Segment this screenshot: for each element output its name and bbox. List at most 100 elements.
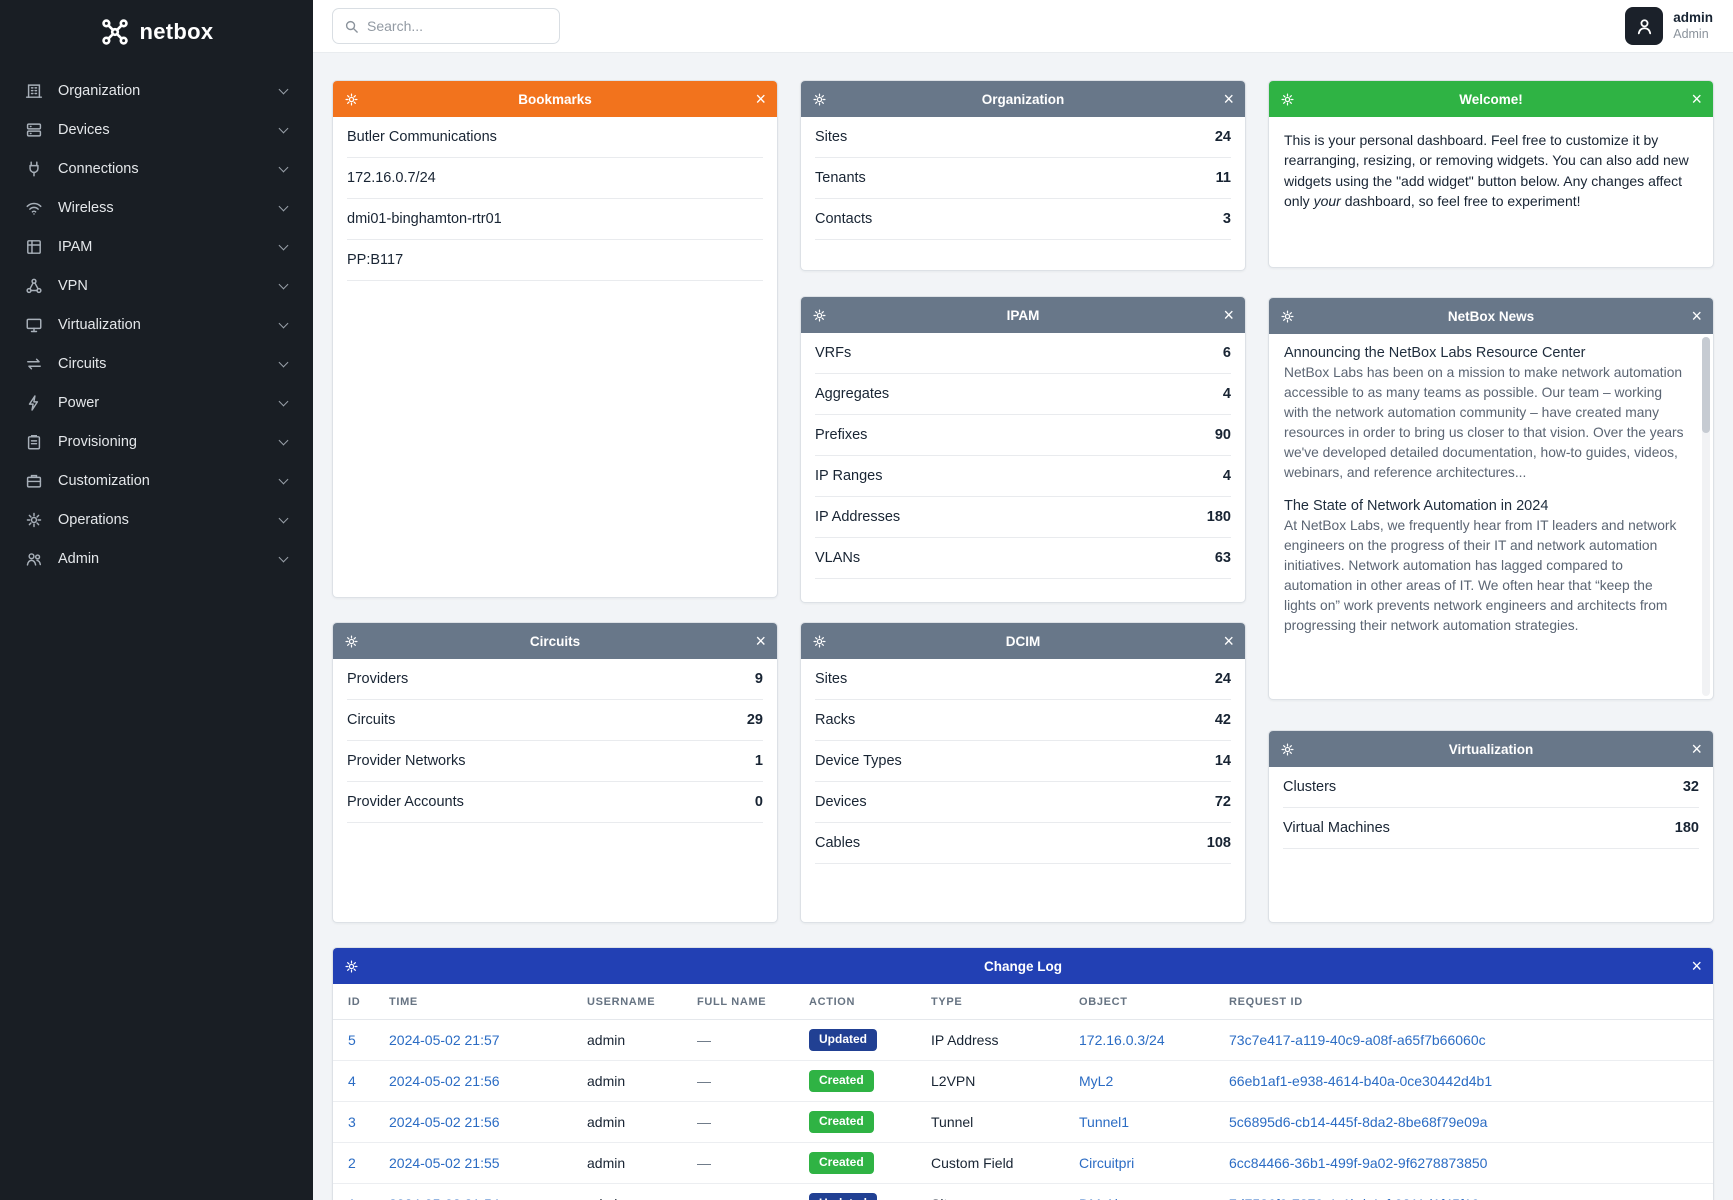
changelog-time-link[interactable]: 2024-05-02 21:55 <box>389 1155 500 1171</box>
widget-config-icon[interactable] <box>812 92 834 107</box>
news-article: Announcing the NetBox Labs Resource Cent… <box>1284 345 1687 483</box>
sidebar-item-vpn[interactable]: VPN <box>0 266 313 305</box>
sidebar-item-circuits[interactable]: Circuits <box>0 344 313 383</box>
widget-config-icon[interactable] <box>344 634 366 649</box>
stat-value: 29 <box>746 712 763 728</box>
brand[interactable]: netbox <box>0 0 313 63</box>
changelog-time-link[interactable]: 2024-05-02 21:56 <box>389 1114 500 1130</box>
chevron-down-icon <box>278 474 289 484</box>
changelog-type: L2VPN <box>921 1060 1069 1102</box>
stat-row: Cables 108 <box>815 823 1231 864</box>
changelog-fullname: — <box>687 1142 799 1184</box>
changelog-id-link[interactable]: 2 <box>348 1155 356 1171</box>
widget-config-icon[interactable] <box>1280 742 1302 757</box>
changelog-object-link[interactable]: Tunnel1 <box>1079 1114 1130 1130</box>
widget-close-icon[interactable]: × <box>1691 739 1702 759</box>
chevron-down-icon <box>278 435 289 445</box>
news-article-title[interactable]: Announcing the NetBox Labs Resource Cent… <box>1284 345 1586 361</box>
stat-row: Prefixes 90 <box>815 415 1231 456</box>
changelog-object-link[interactable]: DM-Akron <box>1079 1196 1142 1200</box>
sidebar-item-operations[interactable]: Operations <box>0 500 313 539</box>
sidebar-item-ipam[interactable]: IPAM <box>0 227 313 266</box>
user-menu-button[interactable] <box>1625 7 1664 45</box>
sidebar-item-customization[interactable]: Customization <box>0 461 313 500</box>
server-stack-icon <box>24 120 44 140</box>
changelog-object-link[interactable]: Circuitpri <box>1079 1155 1135 1171</box>
widget-close-icon[interactable]: × <box>755 631 766 651</box>
widget-config-icon[interactable] <box>1280 92 1302 107</box>
sidebar-item-label: Virtualization <box>58 316 141 333</box>
stat-row: Tenants 11 <box>815 158 1231 199</box>
bookmark-item[interactable]: dmi01-binghamton-rtr01 <box>347 199 763 240</box>
sidebar-item-label: Customization <box>58 472 150 489</box>
sidebar-item-organization[interactable]: Organization <box>0 71 313 110</box>
search-input[interactable] <box>367 18 548 34</box>
search-box[interactable] <box>332 8 560 44</box>
widget-config-icon[interactable] <box>812 308 834 323</box>
scrollbar[interactable] <box>1702 337 1710 696</box>
changelog-header-row: ID TIME USERNAME FULL NAME ACTION TYPE O… <box>333 984 1713 1020</box>
chevron-down-icon <box>278 396 289 406</box>
changelog-time-link[interactable]: 2024-05-02 21:56 <box>389 1073 500 1089</box>
dashboard: Bookmarks × Butler Communications 172.16… <box>313 53 1733 1200</box>
changelog-row: 2 2024-05-02 21:55 admin — Created Custo… <box>333 1142 1713 1184</box>
changelog-request-link[interactable]: 66eb1af1-e938-4614-b40a-0ce30442d4b1 <box>1229 1073 1493 1089</box>
stat-label: Provider Accounts <box>347 794 464 810</box>
widget-header: Change Log × <box>333 948 1713 984</box>
user-menu[interactable]: admin Admin <box>1625 7 1713 45</box>
changelog-id-link[interactable]: 1 <box>348 1196 356 1200</box>
changelog-id-link[interactable]: 3 <box>348 1114 356 1130</box>
widget-close-icon[interactable]: × <box>1223 89 1234 109</box>
sidebar-item-power[interactable]: Power <box>0 383 313 422</box>
changelog-request-link[interactable]: 6cc84466-36b1-499f-9a02-9f6278873850 <box>1229 1155 1488 1171</box>
users-icon <box>24 549 44 569</box>
widget-header: IPAM × <box>801 297 1245 333</box>
sidebar-item-virtualization[interactable]: Virtualization <box>0 305 313 344</box>
sidebar-item-admin[interactable]: Admin <box>0 539 313 578</box>
changelog-request-link[interactable]: 73c7e417-a119-40c9-a08f-a65f7b66060c <box>1229 1032 1486 1048</box>
chevron-down-icon <box>278 279 289 289</box>
chevron-down-icon <box>278 123 289 133</box>
column-header: TYPE <box>921 984 1069 1020</box>
news-article-title[interactable]: The State of Network Automation in 2024 <box>1284 498 1549 514</box>
column-header: USERNAME <box>577 984 687 1020</box>
widget-close-icon[interactable]: × <box>1223 631 1234 651</box>
widget-close-icon[interactable]: × <box>755 89 766 109</box>
widget-close-icon[interactable]: × <box>1691 89 1702 109</box>
widget-close-icon[interactable]: × <box>1223 305 1234 325</box>
changelog-object-link[interactable]: 172.16.0.3/24 <box>1079 1032 1165 1048</box>
bookmark-item[interactable]: Butler Communications <box>347 117 763 158</box>
widget-circuits: Circuits × Providers 9 Circuits 29 Provide… <box>332 622 778 923</box>
changelog-time-link[interactable]: 2024-05-02 21:57 <box>389 1032 500 1048</box>
sidebar-item-devices[interactable]: Devices <box>0 110 313 149</box>
changelog-id-link[interactable]: 4 <box>348 1073 356 1089</box>
widget-config-icon[interactable] <box>1280 309 1302 324</box>
stat-row: IP Ranges 4 <box>815 456 1231 497</box>
brand-name: netbox <box>139 19 214 44</box>
changelog-object-link[interactable]: MyL2 <box>1079 1073 1114 1089</box>
widget-config-icon[interactable] <box>812 634 834 649</box>
scrollbar-thumb[interactable] <box>1702 337 1710 433</box>
stat-value: 1 <box>754 753 763 769</box>
sidebar-item-connections[interactable]: Connections <box>0 149 313 188</box>
stat-value: 4 <box>1222 468 1231 484</box>
widget-title: Change Log <box>984 958 1062 974</box>
changelog-id-link[interactable]: 5 <box>348 1032 356 1048</box>
widget-close-icon[interactable]: × <box>1691 956 1702 976</box>
changelog-request-link[interactable]: 7d7526f9-7879-4c1b-b4af-9811d1f45f19 <box>1229 1196 1479 1200</box>
stat-label: IP Ranges <box>815 468 883 484</box>
bookmark-item[interactable]: 172.16.0.7/24 <box>347 158 763 199</box>
chevron-down-icon <box>278 162 289 172</box>
widget-header: Organization × <box>801 81 1245 117</box>
changelog-time-link[interactable]: 2024-05-02 21:54 <box>389 1196 500 1200</box>
sidebar-item-wireless[interactable]: Wireless <box>0 188 313 227</box>
stat-label: Provider Networks <box>347 753 466 769</box>
stat-label: Aggregates <box>815 386 890 402</box>
widget-config-icon[interactable] <box>344 959 366 974</box>
widget-config-icon[interactable] <box>344 92 366 107</box>
bookmark-item[interactable]: PP:B117 <box>347 240 763 281</box>
stat-row: Circuits 29 <box>347 700 763 741</box>
changelog-request-link[interactable]: 5c6895d6-cb14-445f-8da2-8be68f79e09a <box>1229 1114 1488 1130</box>
sidebar-item-provisioning[interactable]: Provisioning <box>0 422 313 461</box>
widget-close-icon[interactable]: × <box>1691 306 1702 326</box>
